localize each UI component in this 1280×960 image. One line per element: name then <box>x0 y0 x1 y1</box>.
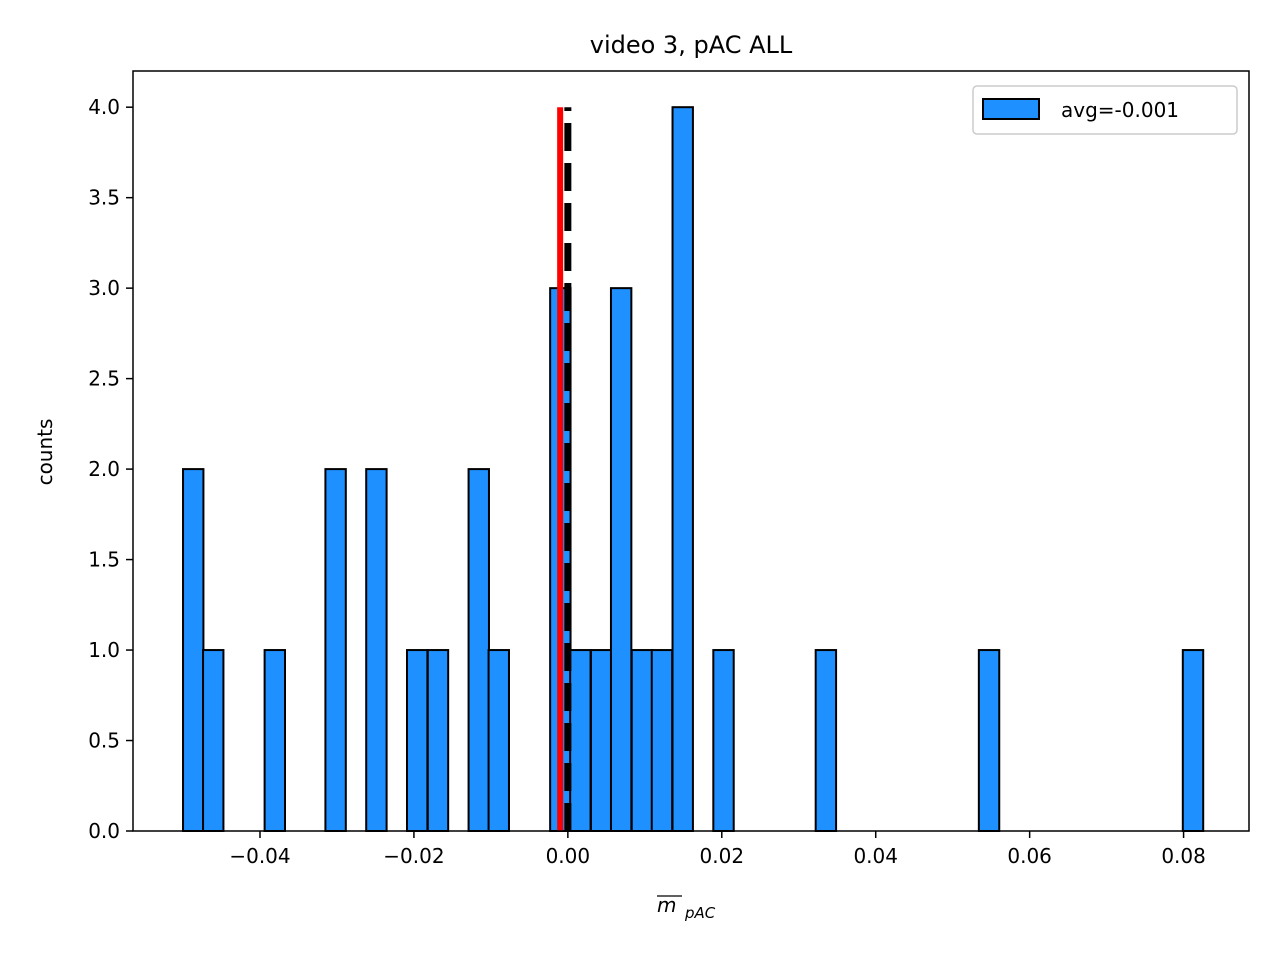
histogram-bar <box>405 649 429 832</box>
x-tick-label: 0.04 <box>853 844 898 868</box>
y-tick-label: 0.5 <box>88 729 120 753</box>
histogram-bar <box>182 468 205 832</box>
legend-label: avg=-0.001 <box>1061 98 1179 122</box>
histogram-bar <box>671 106 694 832</box>
plot-area: −0.04 −0.02 0.00 0.02 0.04 0.06 0.08 0.0 0.5 1.0 1… <box>88 70 1250 897</box>
histogram-bar <box>426 649 450 832</box>
y-tick-label: 2.5 <box>88 367 120 391</box>
histogram-bar <box>814 649 838 832</box>
legend-swatch <box>982 98 1040 120</box>
x-tick-label: 0.00 <box>546 844 591 868</box>
y-tick-label: 1.5 <box>88 548 120 572</box>
legend: avg=-0.001 <box>972 85 1238 135</box>
y-tick-label: 0.0 <box>88 819 120 843</box>
chart-title: video 3, pAC ALL <box>590 31 793 59</box>
histogram-bar <box>1181 649 1205 832</box>
x-axis-label: m pAC <box>657 893 716 922</box>
y-tick-label: 3.5 <box>88 186 120 210</box>
x-axis-label-main: m <box>657 893 676 917</box>
histogram-bar <box>263 649 287 832</box>
y-axis-label: counts <box>33 419 57 486</box>
histogram-bar <box>324 468 347 832</box>
histogram-bar <box>365 468 388 832</box>
y-tick-label: 2.0 <box>88 457 120 481</box>
histogram-bar <box>569 649 592 832</box>
y-tick-label: 1.0 <box>88 638 120 662</box>
plot-frame <box>132 70 1250 832</box>
y-tick-label: 3.0 <box>88 276 120 300</box>
x-axis-label-subscript: pAC <box>684 904 716 922</box>
x-tick-label: −0.02 <box>383 844 444 868</box>
histogram-bar <box>487 649 510 832</box>
x-tick-label: −0.04 <box>229 844 290 868</box>
histogram-bar <box>712 649 735 832</box>
histogram-bar <box>467 468 490 832</box>
x-tick-label: 0.02 <box>700 844 745 868</box>
histogram-bar <box>202 649 225 832</box>
x-tick-label: 0.08 <box>1161 844 1206 868</box>
histogram-bar <box>609 287 633 832</box>
y-tick-label: 4.0 <box>88 95 120 119</box>
x-tick-label: 0.06 <box>1007 844 1052 868</box>
histogram-bar <box>630 649 654 832</box>
histogram-bar <box>977 649 1001 832</box>
histogram-bar <box>650 649 674 832</box>
histogram-bar <box>589 649 613 832</box>
